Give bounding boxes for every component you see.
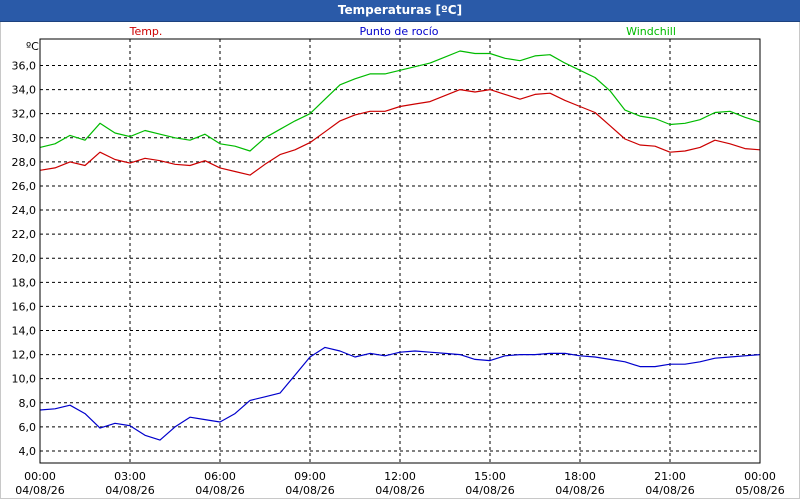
x-tick-time: 12:00 [384, 470, 416, 483]
legend: Temp. Punto de rocío Windchill [129, 25, 676, 38]
y-tick-label: 22,0 [12, 228, 37, 241]
series-line [39, 346, 761, 441]
x-tick-time: 18:00 [564, 470, 596, 483]
y-tick-label: 34,0 [12, 84, 37, 97]
x-tick-time: 06:00 [204, 470, 236, 483]
y-tick-label: 8,0 [19, 397, 37, 410]
y-tick-label: 4,0 [19, 445, 37, 458]
legend-entry: Temp. [129, 25, 163, 38]
y-tick-label: 30,0 [12, 132, 37, 145]
x-tick-labels: 00:0004/08/2603:0004/08/2606:0004/08/260… [15, 470, 784, 497]
series-line [39, 50, 761, 152]
plot-area-frame [39, 38, 761, 464]
chart-window-title: Temperaturas [ºC] [0, 0, 800, 22]
legend-entry: Punto de rocío [359, 25, 438, 38]
x-tick-time: 15:00 [474, 470, 506, 483]
y-tick-label: 10,0 [12, 373, 37, 386]
x-tick-date: 04/08/26 [465, 484, 514, 497]
x-tick-time: 00:00 [24, 470, 56, 483]
x-tick-date: 04/08/26 [555, 484, 604, 497]
y-axis-unit: ºC [26, 40, 39, 53]
y-tick-label: 20,0 [12, 252, 37, 265]
x-tick-date: 04/08/26 [375, 484, 424, 497]
y-tick-label: 18,0 [12, 276, 37, 289]
y-tick-label: 14,0 [12, 325, 37, 338]
y-tick-label: 28,0 [12, 156, 37, 169]
x-tick-date: 04/08/26 [285, 484, 334, 497]
y-tick-label: 26,0 [12, 180, 37, 193]
y-tick-labels: 4,0 6,0 8,0 10,0 12,0 14,0 16,0 18,0 20,0 22,0 24,… [12, 60, 37, 458]
x-tick-date: 04/08/26 [195, 484, 244, 497]
x-tick-time: 09:00 [294, 470, 326, 483]
y-tick-label: 32,0 [12, 108, 37, 121]
grid [40, 39, 760, 463]
x-tick-date: 04/08/26 [105, 484, 154, 497]
y-tick-label: 16,0 [12, 300, 37, 313]
legend-entry: Windchill [626, 25, 676, 38]
y-tick-label: 6,0 [19, 421, 37, 434]
series-line [39, 88, 761, 176]
x-tick-date: 04/08/26 [15, 484, 64, 497]
x-tick-time: 03:00 [114, 470, 146, 483]
y-tick-label: 36,0 [12, 60, 37, 73]
x-tick-time: 21:00 [654, 470, 686, 483]
x-tick-time: 00:00 [744, 470, 776, 483]
series-lines [39, 50, 761, 441]
y-tick-label: 12,0 [12, 349, 37, 362]
x-tick-date: 04/08/26 [645, 484, 694, 497]
y-tick-label: 24,0 [12, 204, 37, 217]
x-tick-date: 05/08/26 [735, 484, 784, 497]
